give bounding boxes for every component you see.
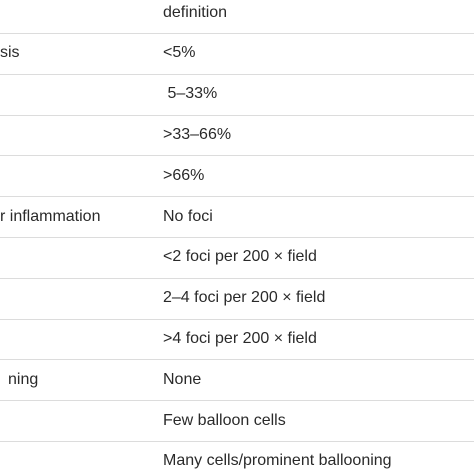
definition-cell: >33–66% (163, 126, 232, 143)
definition-cell: Many cells/prominent ballooning (163, 452, 392, 470)
row-divider (0, 237, 474, 238)
definition-cell: >66% (163, 166, 205, 184)
feature-cell: ning (8, 370, 39, 388)
row-divider (0, 400, 474, 402)
row-divider (0, 277, 474, 279)
header-cell: definition (163, 4, 228, 21)
row-divider (0, 359, 474, 361)
definition-cell: No foci (163, 207, 213, 225)
feature-cell: r inflammation (0, 207, 101, 225)
row-divider (0, 114, 474, 116)
definition-cell: <2 foci per 200 × field (163, 248, 317, 266)
row-divider (0, 196, 474, 198)
definition-cell: Few balloon cells (163, 411, 286, 429)
definition-cell: >4 foci per 200 × field (163, 330, 317, 347)
definition-cell: <5% (163, 44, 196, 62)
feature-cell: sis (0, 44, 20, 62)
definition-cell: 2–4 foci per 200 × field (163, 289, 326, 307)
row-divider (0, 33, 474, 34)
row-divider (0, 155, 474, 157)
row-divider (0, 73, 474, 75)
definition-cell: 5–33% (163, 85, 218, 103)
definition-cell: None (163, 370, 202, 388)
row-divider (0, 441, 474, 442)
row-divider (0, 318, 474, 320)
